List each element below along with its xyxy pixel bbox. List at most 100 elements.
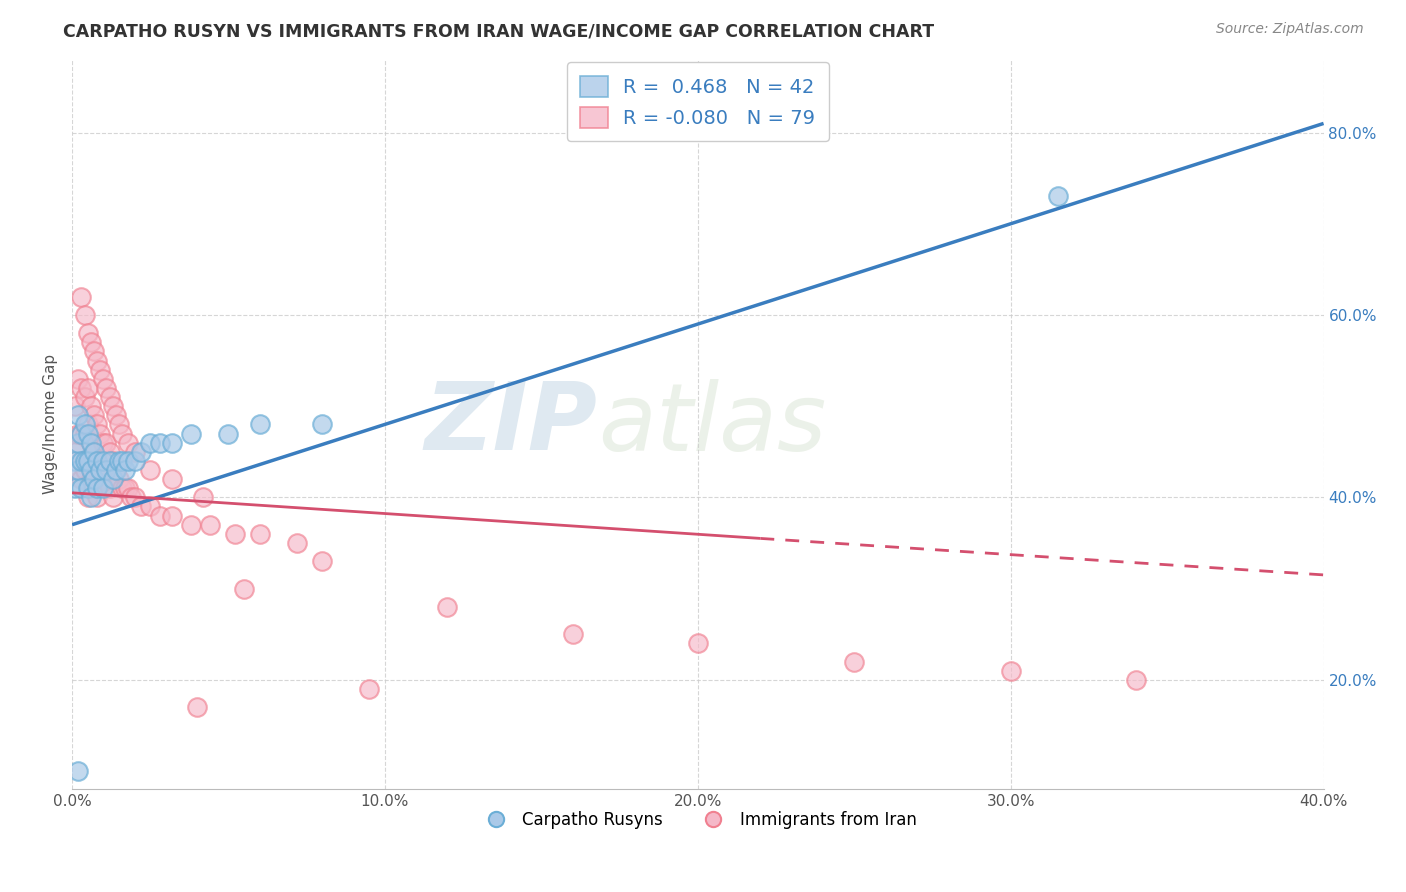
Point	[83, 444, 105, 458]
Point	[86, 491, 108, 505]
Point	[73, 390, 96, 404]
Text: atlas: atlas	[598, 379, 825, 470]
Point	[114, 463, 136, 477]
Point	[844, 655, 866, 669]
Point	[89, 463, 111, 477]
Point	[70, 381, 93, 395]
Point	[129, 500, 152, 514]
Point	[73, 417, 96, 432]
Point	[96, 463, 118, 477]
Point	[70, 426, 93, 441]
Point	[101, 454, 124, 468]
Point	[73, 463, 96, 477]
Point	[111, 454, 134, 468]
Point	[186, 700, 208, 714]
Point	[67, 435, 90, 450]
Point	[70, 290, 93, 304]
Point	[73, 454, 96, 468]
Point	[80, 399, 103, 413]
Point	[76, 454, 98, 468]
Point	[124, 491, 146, 505]
Point	[86, 353, 108, 368]
Point	[98, 390, 121, 404]
Point	[89, 463, 111, 477]
Point	[359, 681, 381, 696]
Point	[96, 463, 118, 477]
Point	[67, 426, 90, 441]
Point	[180, 426, 202, 441]
Point	[686, 636, 709, 650]
Point	[101, 472, 124, 486]
Point	[98, 481, 121, 495]
Point	[89, 426, 111, 441]
Point	[83, 344, 105, 359]
Point	[91, 454, 114, 468]
Point	[104, 463, 127, 477]
Point	[67, 463, 90, 477]
Point	[91, 481, 114, 495]
Point	[80, 335, 103, 350]
Point	[83, 472, 105, 486]
Point	[89, 362, 111, 376]
Point	[124, 454, 146, 468]
Point	[91, 435, 114, 450]
Point	[180, 517, 202, 532]
Point	[63, 444, 86, 458]
Point	[561, 627, 583, 641]
Point	[86, 454, 108, 468]
Point	[285, 536, 308, 550]
Point	[108, 417, 131, 432]
Point	[63, 481, 86, 495]
Point	[63, 399, 86, 413]
Point	[67, 372, 90, 386]
Point	[67, 463, 90, 477]
Point	[67, 409, 90, 423]
Point	[86, 481, 108, 495]
Point	[86, 454, 108, 468]
Point	[160, 435, 183, 450]
Point	[101, 491, 124, 505]
Text: ZIP: ZIP	[425, 378, 598, 470]
Text: CARPATHO RUSYN VS IMMIGRANTS FROM IRAN WAGE/INCOME GAP CORRELATION CHART: CARPATHO RUSYN VS IMMIGRANTS FROM IRAN W…	[63, 22, 935, 40]
Point	[83, 481, 105, 495]
Point	[80, 472, 103, 486]
Point	[160, 472, 183, 486]
Point	[63, 454, 86, 468]
Point	[104, 409, 127, 423]
Y-axis label: Wage/Income Gap: Wage/Income Gap	[44, 354, 58, 494]
Point	[76, 454, 98, 468]
Legend: Carpatho Rusyns, Immigrants from Iran: Carpatho Rusyns, Immigrants from Iran	[472, 805, 924, 836]
Point	[149, 435, 172, 450]
Point	[311, 554, 333, 568]
Point	[91, 372, 114, 386]
Point	[91, 472, 114, 486]
Point	[86, 417, 108, 432]
Point	[76, 417, 98, 432]
Point	[96, 435, 118, 450]
Point	[70, 426, 93, 441]
Point	[76, 426, 98, 441]
Point	[139, 463, 162, 477]
Point	[73, 426, 96, 441]
Point	[436, 599, 458, 614]
Point	[1125, 673, 1147, 687]
Point	[83, 409, 105, 423]
Point	[139, 500, 162, 514]
Point	[160, 508, 183, 523]
Point	[193, 491, 215, 505]
Point	[104, 463, 127, 477]
Point	[76, 491, 98, 505]
Point	[117, 481, 139, 495]
Point	[114, 481, 136, 495]
Point	[80, 435, 103, 450]
Point	[101, 399, 124, 413]
Point	[311, 417, 333, 432]
Point	[80, 463, 103, 477]
Point	[1046, 189, 1069, 203]
Point	[96, 381, 118, 395]
Point	[117, 435, 139, 450]
Point	[129, 444, 152, 458]
Point	[98, 444, 121, 458]
Point	[233, 582, 256, 596]
Point	[108, 454, 131, 468]
